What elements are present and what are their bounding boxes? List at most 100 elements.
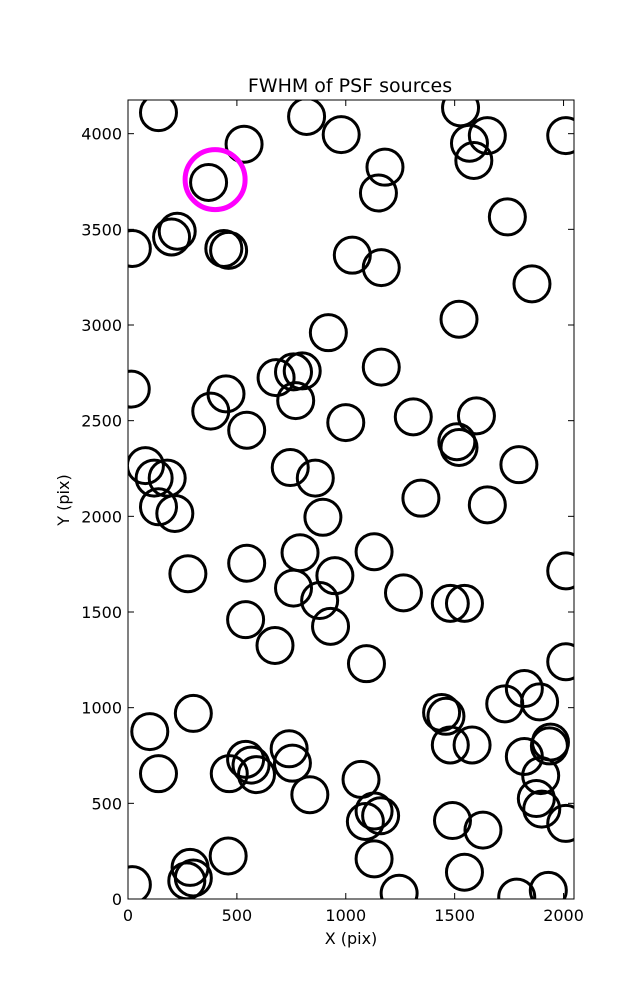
source-marker xyxy=(365,147,405,187)
source-marker xyxy=(452,725,492,765)
x-tick-label: 500 xyxy=(222,906,253,925)
source-marker xyxy=(504,669,544,709)
x-tick-label: 1500 xyxy=(434,906,475,925)
source-marker xyxy=(321,115,361,155)
source-marker xyxy=(128,369,151,409)
source-marker xyxy=(430,725,470,765)
source-marker xyxy=(456,396,496,436)
source-marker xyxy=(546,803,574,843)
source-marker xyxy=(546,116,574,156)
source-marker xyxy=(361,347,401,387)
source-marker xyxy=(128,446,165,486)
source-marker xyxy=(432,801,472,841)
x-tick-label: 1000 xyxy=(325,906,366,925)
source-marker xyxy=(546,551,574,591)
source-marker xyxy=(138,754,178,794)
source-marker xyxy=(528,870,568,899)
source-marker xyxy=(346,644,386,684)
y-tick-label: 2000 xyxy=(81,507,122,526)
y-tick-label: 3500 xyxy=(81,220,122,239)
source-marker xyxy=(157,211,197,251)
source-marker xyxy=(255,625,295,665)
source-marker xyxy=(441,100,481,128)
source-marker xyxy=(516,779,556,819)
source-marker xyxy=(295,458,335,498)
source-marker xyxy=(308,313,348,353)
source-marker xyxy=(274,568,314,608)
source-marker xyxy=(401,478,441,518)
source-marker xyxy=(326,403,366,443)
source-marker xyxy=(383,573,423,613)
y-tick-label: 2500 xyxy=(81,412,122,431)
y-tick-label: 3000 xyxy=(81,316,122,335)
source-marker xyxy=(152,217,192,257)
source-markers xyxy=(128,100,574,899)
source-marker xyxy=(499,445,539,485)
source-marker xyxy=(191,391,231,431)
source-marker xyxy=(393,397,433,437)
source-marker xyxy=(276,381,316,421)
source-marker xyxy=(467,116,507,156)
source-marker xyxy=(226,600,266,640)
y-tick-label: 1500 xyxy=(81,603,122,622)
source-marker xyxy=(227,543,267,583)
source-marker xyxy=(227,410,267,450)
source-marker xyxy=(529,726,569,766)
source-marker xyxy=(512,264,552,304)
source-marker xyxy=(168,554,208,594)
source-marker xyxy=(454,140,494,180)
source-marker xyxy=(236,755,276,795)
source-marker xyxy=(138,487,178,527)
source-marker xyxy=(449,123,489,163)
source-marker xyxy=(130,712,170,752)
source-marker xyxy=(487,197,527,237)
source-marker xyxy=(256,358,296,398)
source-marker xyxy=(546,642,574,682)
source-marker xyxy=(358,173,398,213)
source-marker xyxy=(272,743,312,783)
axis-ticks: 0 500 1000 1500 2000 0 500 1000 1500 2000 2500 3000… xyxy=(81,100,584,925)
y-axis-label: Y (pix) xyxy=(54,474,73,526)
source-marker xyxy=(128,865,152,899)
source-marker xyxy=(354,791,394,831)
plot-frame xyxy=(127,99,575,900)
source-marker xyxy=(361,796,401,836)
source-marker xyxy=(269,729,309,769)
source-marker xyxy=(303,497,343,537)
source-marker xyxy=(379,873,419,899)
source-marker xyxy=(224,124,264,164)
source-marker xyxy=(444,852,484,892)
source-marker xyxy=(287,100,327,136)
source-marker xyxy=(173,858,213,898)
y-tick-label: 500 xyxy=(91,794,122,813)
source-marker xyxy=(354,532,394,572)
source-marker xyxy=(209,754,249,794)
source-marker xyxy=(522,789,562,829)
source-marker xyxy=(173,693,213,733)
source-marker xyxy=(209,230,249,270)
source-marker xyxy=(497,877,537,899)
source-marker xyxy=(361,248,401,288)
source-marker xyxy=(138,100,178,133)
source-marker xyxy=(231,745,271,785)
plot-area: 0 500 1000 1500 2000 0 500 1000 1500 2000 2500 3000… xyxy=(81,99,584,925)
source-marker xyxy=(520,682,560,722)
source-marker xyxy=(270,448,310,488)
source-marker xyxy=(521,756,561,796)
source-marker xyxy=(444,583,484,623)
source-marker xyxy=(426,696,466,736)
source-marker xyxy=(345,802,385,842)
y-tick-label: 1000 xyxy=(81,699,122,718)
highlighted-source-marker xyxy=(182,147,248,213)
source-marker xyxy=(282,351,322,391)
source-marker xyxy=(439,299,479,339)
source-marker xyxy=(134,458,174,498)
chart-title: FWHM of PSF sources xyxy=(248,75,452,97)
x-tick-label: 0 xyxy=(123,906,133,925)
x-tick-label: 2000 xyxy=(543,906,584,925)
source-marker xyxy=(208,836,248,876)
source-marker xyxy=(189,162,229,202)
source-marker xyxy=(128,228,152,268)
source-marker xyxy=(300,581,340,621)
